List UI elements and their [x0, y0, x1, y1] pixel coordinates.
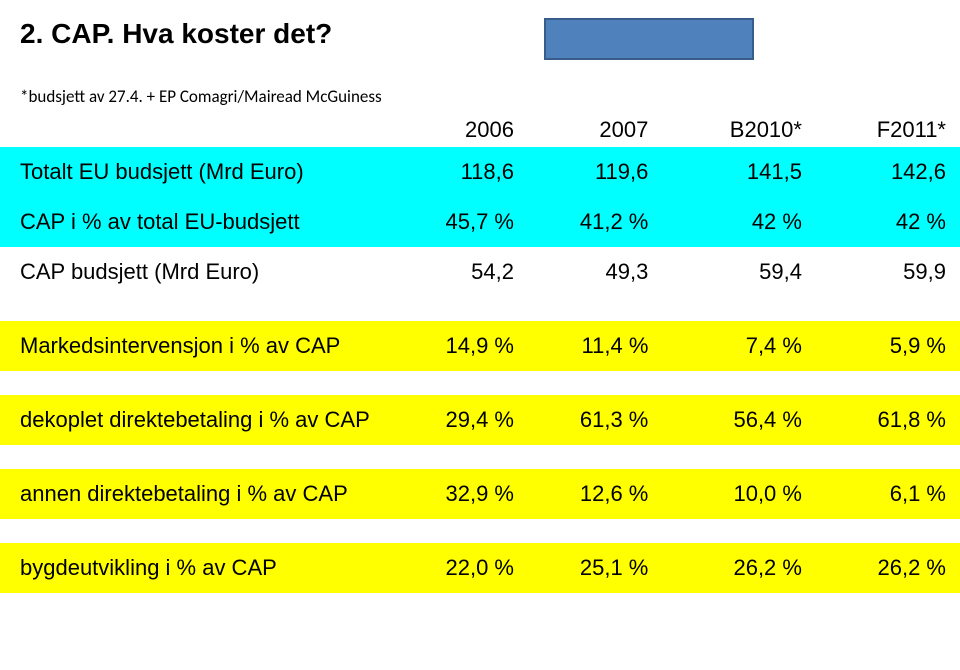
table-cell: 25,1 %	[528, 543, 662, 593]
table-cell: 41,2 %	[528, 197, 662, 247]
table-cell: 29,4 %	[394, 395, 528, 445]
decorative-box	[544, 18, 754, 60]
table-header-row: 2006 2007 B2010* F2011*	[0, 113, 960, 147]
page-title: 2. CAP. Hva koster det?	[0, 18, 960, 50]
table-cell: 26,2 %	[816, 543, 960, 593]
table-cell: 7,4 %	[662, 321, 816, 371]
table-header-cell: F2011*	[816, 113, 960, 147]
table-header-cell: 2007	[528, 113, 662, 147]
table-cell: 22,0 %	[394, 543, 528, 593]
table-spacer-row	[0, 371, 960, 395]
table-row: dekoplet direktebetaling i % av CAP 29,4…	[0, 395, 960, 445]
table-header-cell	[0, 113, 394, 147]
table-cell: 119,6	[528, 147, 662, 197]
table-row: bygdeutvikling i % av CAP 22,0 % 25,1 % …	[0, 543, 960, 593]
table-cell: 49,3	[528, 247, 662, 297]
table-row: CAP i % av total EU-budsjett 45,7 % 41,2…	[0, 197, 960, 247]
table-spacer-row	[0, 297, 960, 321]
table-cell: Markedsintervensjon i % av CAP	[0, 321, 394, 371]
table-spacer-row	[0, 445, 960, 469]
table-cell: 56,4 %	[662, 395, 816, 445]
table-row: CAP budsjett (Mrd Euro) 54,2 49,3 59,4 5…	[0, 247, 960, 297]
table-cell: 141,5	[662, 147, 816, 197]
table-cell: 59,4	[662, 247, 816, 297]
table-cell: dekoplet direktebetaling i % av CAP	[0, 395, 394, 445]
table-row: Totalt EU budsjett (Mrd Euro) 118,6 119,…	[0, 147, 960, 197]
table-cell: 45,7 %	[394, 197, 528, 247]
table-cell: 5,9 %	[816, 321, 960, 371]
table-cell: 6,1 %	[816, 469, 960, 519]
table-spacer-row	[0, 519, 960, 543]
slide: 2. CAP. Hva koster det? *budsjett av 27.…	[0, 0, 960, 670]
table-cell: 61,8 %	[816, 395, 960, 445]
table-row: annen direktebetaling i % av CAP 32,9 % …	[0, 469, 960, 519]
table-cell: 32,9 %	[394, 469, 528, 519]
table-cell: 12,6 %	[528, 469, 662, 519]
table-cell: 61,3 %	[528, 395, 662, 445]
table-cell: 10,0 %	[662, 469, 816, 519]
table-cell: 54,2	[394, 247, 528, 297]
table-cell: 42 %	[816, 197, 960, 247]
subtitle: *budsjett av 27.4. + EP Comagri/Mairead …	[0, 86, 960, 107]
table-cell: 26,2 %	[662, 543, 816, 593]
table-cell: 59,9	[816, 247, 960, 297]
table-cell: 14,9 %	[394, 321, 528, 371]
table-cell: CAP budsjett (Mrd Euro)	[0, 247, 394, 297]
table-cell: 142,6	[816, 147, 960, 197]
data-table: 2006 2007 B2010* F2011* Totalt EU budsje…	[0, 113, 960, 593]
table-cell: annen direktebetaling i % av CAP	[0, 469, 394, 519]
table-header-cell: 2006	[394, 113, 528, 147]
table-cell: bygdeutvikling i % av CAP	[0, 543, 394, 593]
table-cell: 118,6	[394, 147, 528, 197]
table-header-cell: B2010*	[662, 113, 816, 147]
table-row: Markedsintervensjon i % av CAP 14,9 % 11…	[0, 321, 960, 371]
table-cell: Totalt EU budsjett (Mrd Euro)	[0, 147, 394, 197]
table-cell: 11,4 %	[528, 321, 662, 371]
table-cell: 42 %	[662, 197, 816, 247]
table-cell: CAP i % av total EU-budsjett	[0, 197, 394, 247]
